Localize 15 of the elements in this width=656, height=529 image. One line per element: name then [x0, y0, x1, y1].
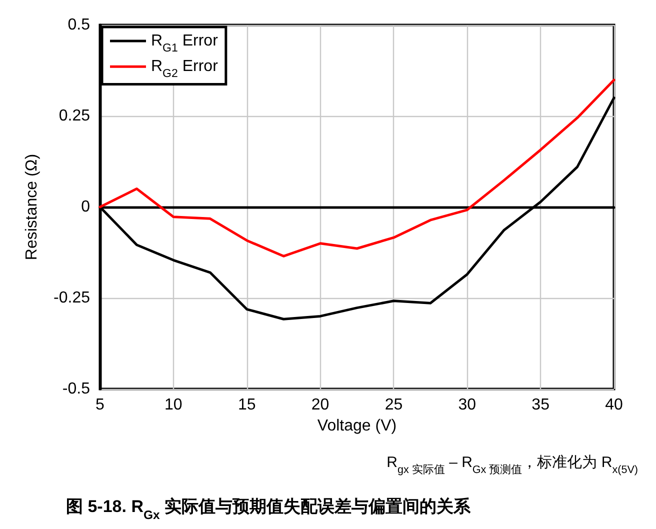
x-tick-label: 20	[311, 396, 330, 414]
y-tick-label: 0.5	[68, 16, 90, 34]
x-axis-title: Voltage (V)	[317, 417, 397, 434]
x-tick-label: 35	[532, 396, 550, 414]
y-tick-label: -0.25	[54, 290, 90, 306]
y-tick-label: 0	[81, 198, 90, 216]
y-axis-title: Resistance (Ω)	[24, 154, 40, 260]
x-tick-label: 40	[605, 396, 623, 414]
x-tick-label: 30	[458, 396, 476, 414]
y-tick-label: -0.5	[62, 380, 90, 398]
x-tick-label: 5	[96, 396, 105, 414]
y-tick-label: 0.25	[58, 108, 90, 124]
x-tick-label: 15	[238, 396, 256, 414]
x-tick-label: 10	[164, 396, 182, 414]
x-tick-label: 25	[384, 396, 403, 414]
